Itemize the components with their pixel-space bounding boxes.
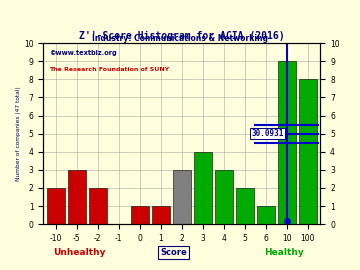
Text: ©www.textbiz.org: ©www.textbiz.org <box>49 50 116 56</box>
Bar <box>47 188 65 224</box>
Bar <box>68 170 86 224</box>
Bar <box>299 79 317 224</box>
Text: 30.0931: 30.0931 <box>251 129 284 138</box>
Bar <box>131 206 149 224</box>
Text: Score: Score <box>160 248 187 257</box>
Bar <box>152 206 170 224</box>
Text: Industry: Communications & Networking: Industry: Communications & Networking <box>92 34 268 43</box>
Text: The Research Foundation of SUNY: The Research Foundation of SUNY <box>49 67 169 72</box>
Bar <box>89 188 107 224</box>
Text: Healthy: Healthy <box>265 248 304 257</box>
Bar <box>257 206 275 224</box>
Title: Z''-Score Histogram for ACIA (2016): Z''-Score Histogram for ACIA (2016) <box>79 31 285 41</box>
Bar <box>173 170 191 224</box>
Text: Unhealthy: Unhealthy <box>53 248 105 257</box>
Bar <box>236 188 254 224</box>
Bar <box>278 61 296 224</box>
Y-axis label: Number of companies (47 total): Number of companies (47 total) <box>16 86 21 181</box>
Bar <box>215 170 233 224</box>
Bar <box>194 152 212 224</box>
